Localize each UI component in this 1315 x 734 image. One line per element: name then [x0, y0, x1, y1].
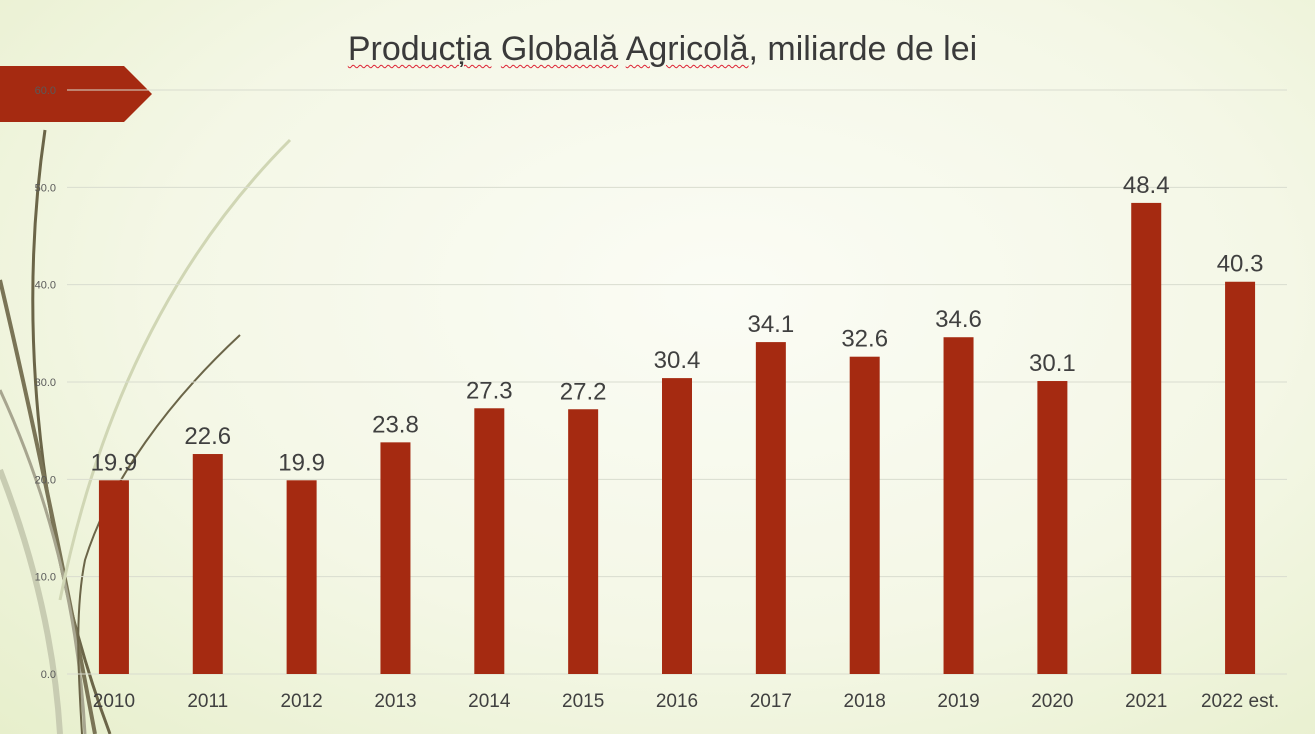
bar: [286, 480, 317, 674]
y-tick-label: 30.0: [35, 377, 56, 389]
data-label: 22.6: [184, 423, 231, 450]
bar: [849, 356, 880, 674]
data-label: 34.6: [935, 306, 982, 333]
chart-title: Producția Globală Agricolă, miliarde de …: [0, 30, 1315, 69]
bar: [1037, 381, 1068, 674]
bar: [98, 480, 129, 674]
bar: [755, 342, 786, 674]
data-label: 34.1: [747, 311, 794, 338]
y-tick-label: 10.0: [35, 572, 56, 584]
title-word-2: Globală: [500, 30, 619, 68]
y-tick-label: 20.0: [35, 474, 56, 486]
title-word-1: Producția: [347, 30, 492, 68]
bar: [474, 408, 505, 674]
bar: [380, 442, 411, 674]
data-label: 19.9: [278, 449, 325, 476]
x-tick-label: 2018: [844, 691, 886, 712]
bar: [943, 337, 974, 674]
x-tick-label: 2021: [1125, 691, 1167, 712]
data-label: 30.1: [1029, 350, 1076, 377]
y-tick-label: 50.0: [35, 182, 56, 194]
bar: [1131, 202, 1162, 674]
data-label: 30.4: [654, 347, 701, 374]
bar: [568, 409, 599, 674]
x-tick-label: 2015: [562, 691, 604, 712]
x-tick-label: 2012: [280, 691, 322, 712]
bar: [1225, 281, 1256, 674]
x-tick-label: 2022 est.: [1201, 691, 1279, 712]
y-tick-label: 40.0: [35, 280, 56, 292]
data-label: 48.4: [1123, 172, 1170, 199]
title-rest: , miliarde de lei: [748, 30, 978, 68]
bar: [662, 378, 692, 674]
x-tick-label: 2014: [468, 691, 511, 712]
x-tick-label: 2020: [1031, 691, 1073, 712]
y-tick-label: 0.0: [41, 669, 56, 681]
data-label: 27.2: [560, 378, 607, 405]
data-label: 19.9: [91, 449, 138, 476]
y-tick-label: 60.0: [35, 85, 56, 97]
data-label: 27.3: [466, 377, 513, 404]
data-label: 40.3: [1217, 251, 1264, 278]
x-tick-label: 2010: [93, 691, 135, 712]
bar: [192, 454, 223, 674]
data-label: 32.6: [841, 326, 888, 353]
x-tick-label: 2013: [374, 691, 416, 712]
x-tick-label: 2017: [750, 691, 792, 712]
title-word-3: Agricolă: [625, 30, 749, 68]
x-tick-label: 2011: [187, 691, 228, 712]
x-tick-label: 2019: [937, 691, 979, 712]
x-tick-label: 2016: [656, 691, 698, 712]
data-label: 23.8: [372, 411, 419, 438]
